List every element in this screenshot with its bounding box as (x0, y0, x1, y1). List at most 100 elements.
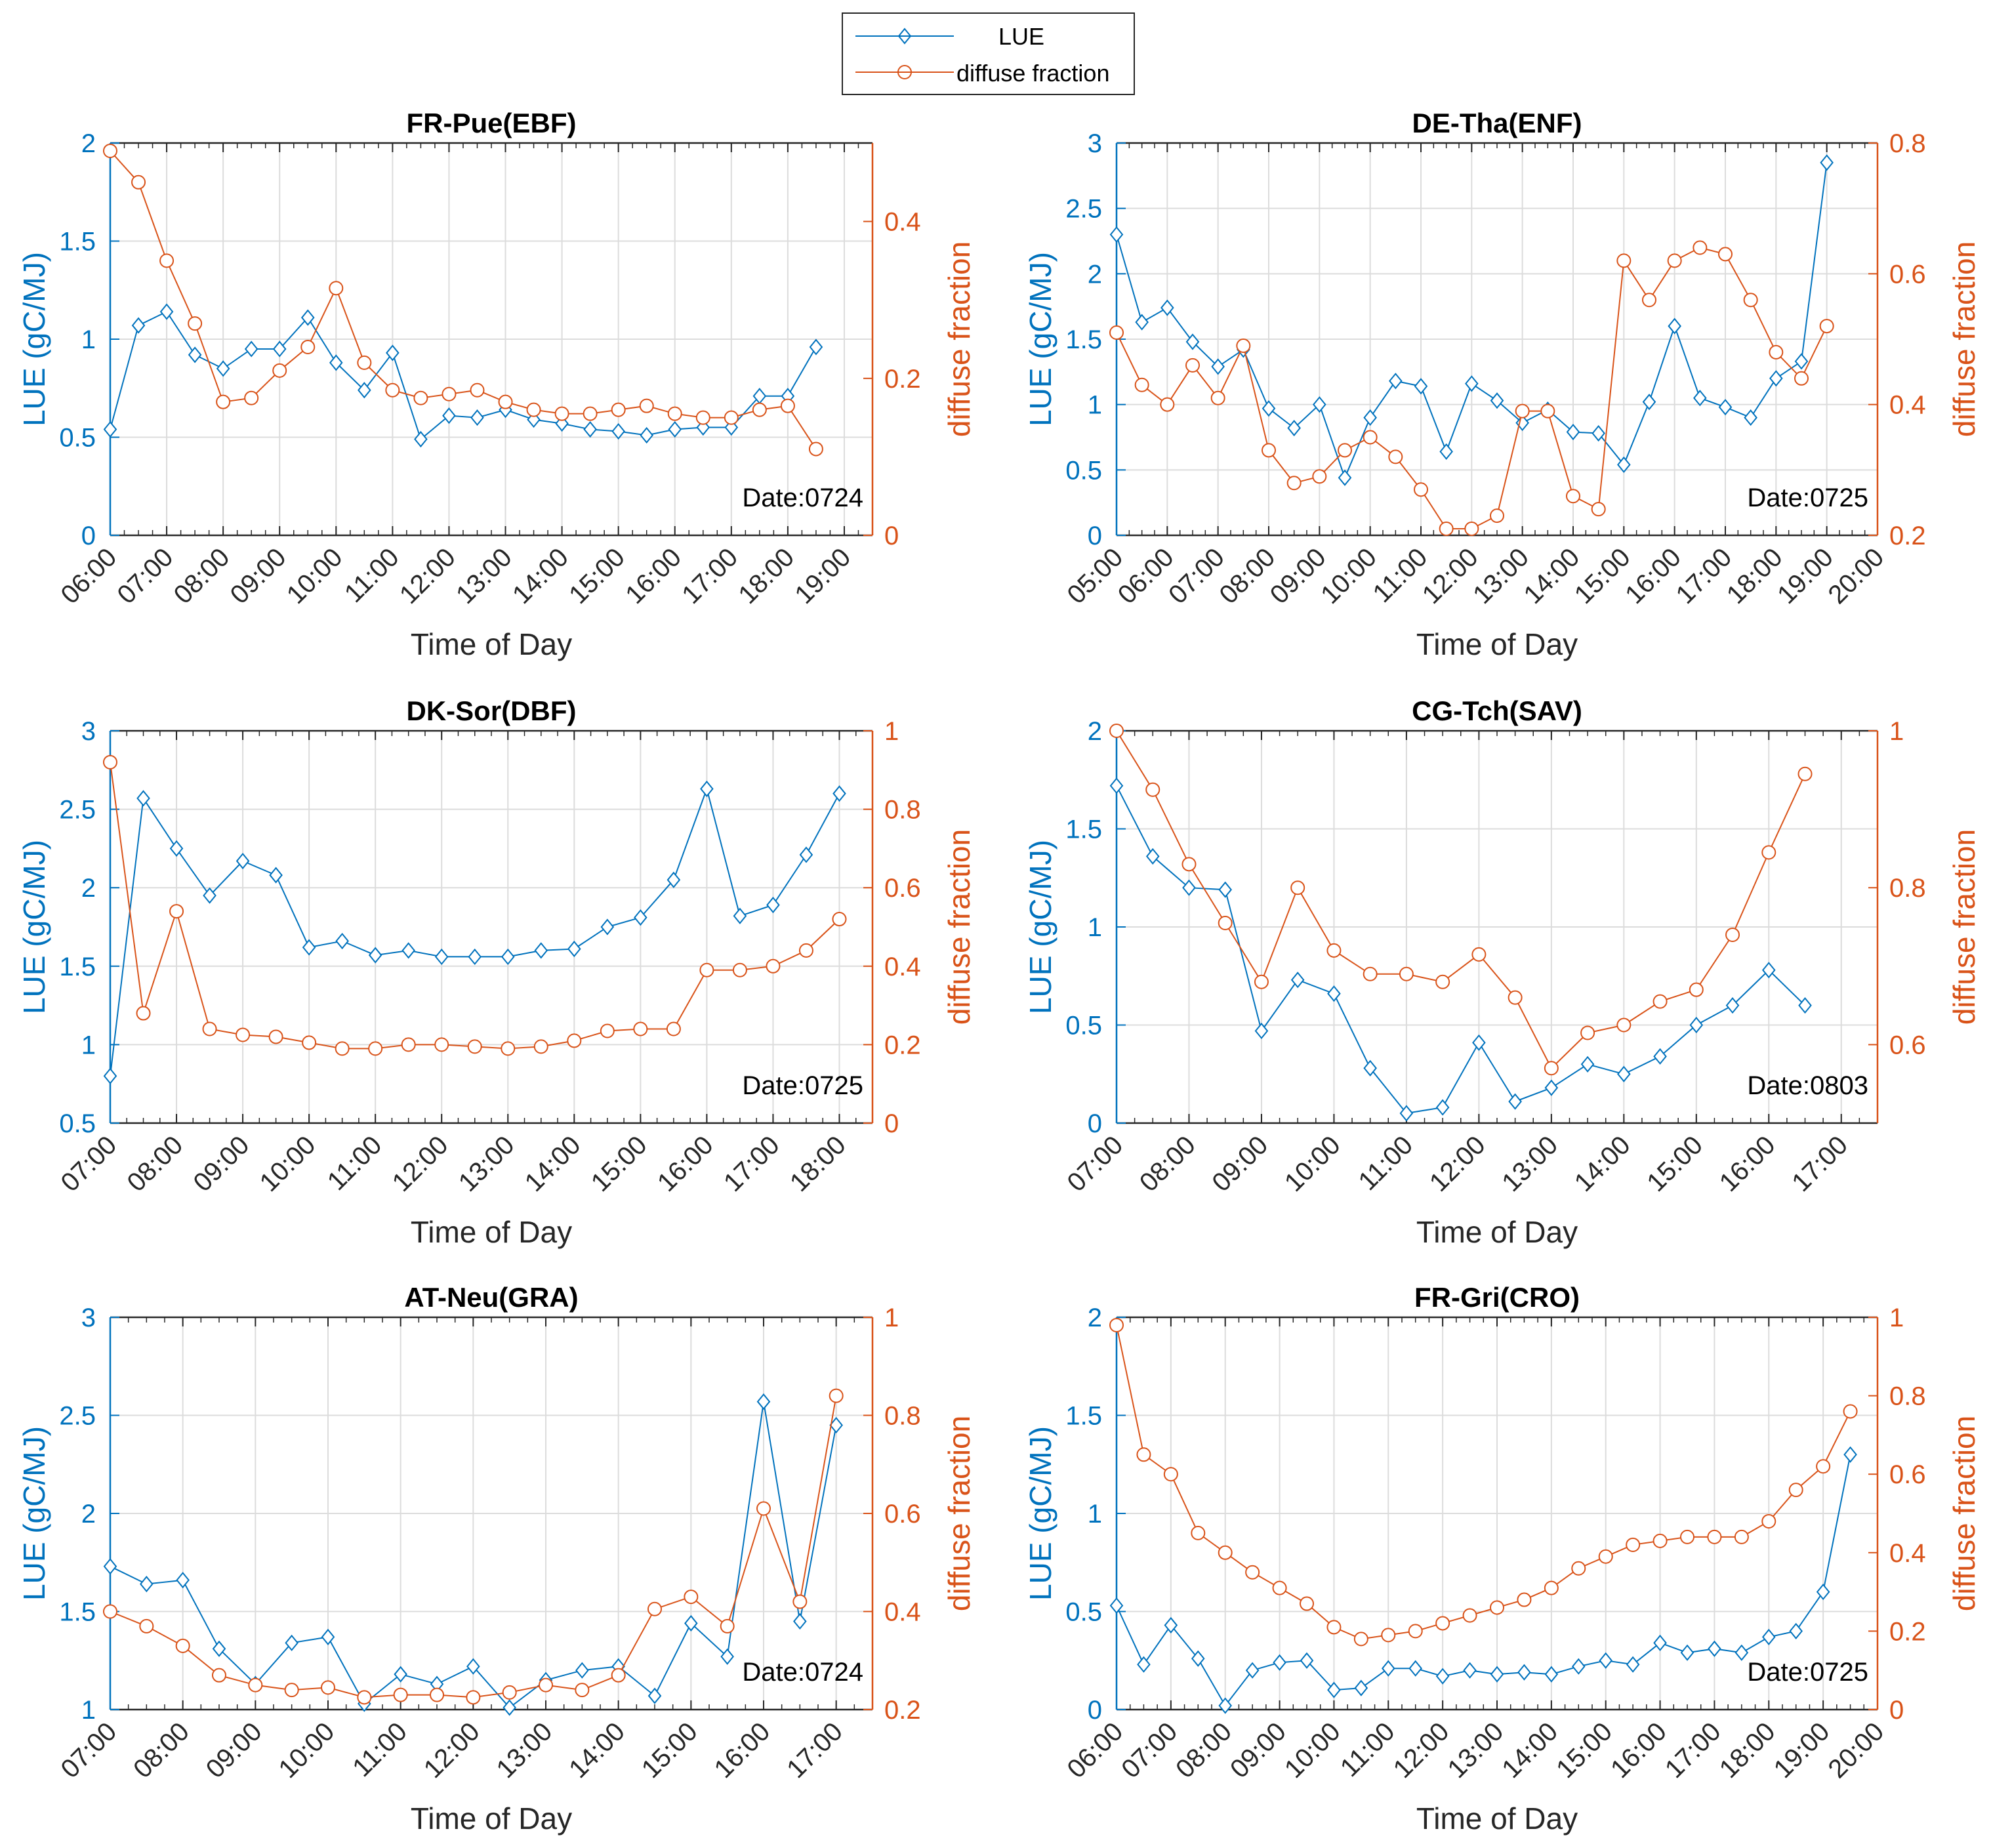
diffuse-fraction-data-point (1109, 724, 1124, 738)
diffuse-fraction-data-point (131, 175, 146, 190)
right-y-axis-title: diffuse fraction (1947, 241, 1981, 437)
lue-data-point (335, 932, 349, 950)
x-tick-label: 10:00 (1279, 1717, 1346, 1784)
lue-data-point (1381, 1660, 1395, 1677)
x-tick-label: 18:00 (1721, 543, 1788, 609)
lue-data-point (1182, 879, 1196, 896)
diffuse-fraction-data-point (1109, 1317, 1124, 1332)
diffuse-fraction-data-point (666, 1021, 681, 1037)
left-y-tick-label: 1.5 (1065, 1402, 1102, 1431)
x-tick-label: 10:00 (273, 1717, 340, 1784)
chart-panel-6: 0 0.5 1 1.5 2 0 0.2 0.4 0.6 0.8 1 06:0007:0008:0009… (1023, 1282, 1981, 1836)
diffuse-fraction-data-point (393, 1687, 408, 1702)
lue-data-point (216, 360, 230, 377)
lue-data-point (720, 1648, 734, 1665)
diffuse-fraction-data-point (1290, 880, 1305, 895)
right-y-tick-label: 0.4 (884, 208, 921, 237)
left-y-tick-label: 2 (1088, 260, 1102, 289)
panel-title: FR-Pue(EBF) (407, 108, 577, 138)
diffuse-fraction-data-point (633, 1021, 648, 1037)
diffuse-fraction-data-point (575, 1683, 590, 1698)
diffuse-fraction-data-point (699, 962, 714, 977)
diffuse-fraction-data-point (103, 1604, 117, 1619)
lue-data-point (1389, 373, 1403, 390)
lue-data-point (1508, 1093, 1522, 1110)
lue-data-point (269, 867, 283, 884)
diffuse-fraction-data-point (1210, 390, 1225, 405)
right-y-tick-label: 0.6 (884, 1500, 921, 1529)
left-y-tick-label: 0.5 (1065, 1012, 1102, 1040)
left-y-tick-label: 3 (81, 1304, 96, 1332)
lue-data-point (434, 948, 449, 966)
left-y-tick-label: 0.5 (59, 424, 96, 453)
diffuse-fraction-data-point (1652, 994, 1668, 1009)
legend-box (842, 12, 1135, 95)
right-y-axis-title: diffuse fraction (1947, 829, 1981, 1025)
x-tick-label: 19:00 (789, 543, 856, 609)
diffuse-fraction-data-point (720, 1618, 735, 1633)
lue-data-point (534, 942, 548, 959)
panel-title: FR-Gri(CRO) (1414, 1282, 1580, 1313)
lue-data-point (503, 1699, 516, 1716)
date-annotation: Date:0803 (1747, 1071, 1868, 1100)
lue-data-point (131, 317, 146, 334)
lue-data-point (1668, 318, 1681, 335)
x-tick-label: 17:00 (676, 543, 743, 609)
diffuse-fraction-data-point (1761, 1513, 1776, 1529)
lue-data-point (1626, 1656, 1640, 1673)
left-y-tick-label: 1.5 (59, 228, 96, 257)
x-axis-title: Time of Day (1416, 1801, 1578, 1836)
diffuse-fraction-data-point (244, 390, 259, 405)
lue-data-point (1794, 353, 1809, 370)
lue-data-point (1744, 409, 1757, 426)
diffuse-fraction-data-point (1163, 1467, 1178, 1482)
diffuse-fraction-data-point (1338, 443, 1352, 458)
diffuse-fraction-data-point (1508, 990, 1523, 1005)
diffuse-fraction-data-point (1761, 845, 1776, 860)
chart-panel-1: 0 0.5 1 1.5 2 0 0.2 0.4 06:0007:0008:0009:0010:0… (17, 108, 976, 661)
diffuse-fraction-data-point (808, 441, 823, 457)
lue-series-line (1116, 785, 1806, 1115)
x-tick-label: 07:00 (55, 1130, 122, 1197)
left-y-tick-label: 0 (1088, 522, 1102, 550)
diffuse-fraction-data-point (413, 390, 428, 405)
diffuse-fraction-data-point (554, 406, 569, 421)
lue-data-point (1769, 370, 1783, 387)
lue-data-point (136, 790, 150, 807)
lue-data-point (1544, 1666, 1559, 1683)
x-tick-label: 12:00 (1424, 1130, 1491, 1197)
legend-diffuse-circle-marker (897, 65, 912, 79)
x-tick-label: 16:00 (620, 543, 687, 609)
x-tick-label: 13:00 (1496, 1130, 1563, 1197)
x-tick-label: 16:00 (652, 1130, 719, 1197)
lue-data-point (1591, 424, 1605, 442)
lue-data-point (575, 1662, 589, 1679)
diffuse-fraction-data-point (1300, 1596, 1314, 1611)
diffuse-fraction-data-point (1689, 982, 1704, 997)
diffuse-fraction-data-point (1435, 1616, 1450, 1631)
lue-data-point (793, 1612, 807, 1630)
left-y-tick-label: 0.5 (1065, 1598, 1102, 1627)
diffuse-fraction-data-point (1245, 1565, 1260, 1580)
right-y-axis-title: diffuse fraction (942, 829, 976, 1025)
lue-data-point (244, 340, 258, 358)
lue-data-point (1262, 400, 1276, 417)
lue-data-point (1798, 997, 1812, 1014)
diffuse-fraction-data-point (600, 1023, 615, 1038)
lue-data-point (1338, 469, 1352, 486)
legend-lue-diamond-marker (897, 28, 912, 45)
x-tick-label: 10:00 (1279, 1130, 1346, 1197)
diffuse-fraction-data-point (441, 386, 457, 401)
x-axis-title: Time of Day (411, 1801, 572, 1836)
x-tick-label: 15:00 (564, 543, 630, 609)
right-y-tick-label: 0.4 (884, 1598, 921, 1627)
lue-data-point (1211, 358, 1225, 375)
lue-data-point (1408, 1660, 1423, 1677)
lue-data-point (667, 871, 681, 888)
lue-data-point (1515, 414, 1529, 432)
lue-data-point (1435, 1668, 1450, 1685)
x-tick-label: 06:00 (55, 543, 122, 609)
right-y-tick-label: 0 (1889, 1696, 1904, 1725)
right-y-tick-label: 0.2 (884, 1031, 921, 1059)
x-tick-label: 15:00 (1641, 1130, 1708, 1197)
